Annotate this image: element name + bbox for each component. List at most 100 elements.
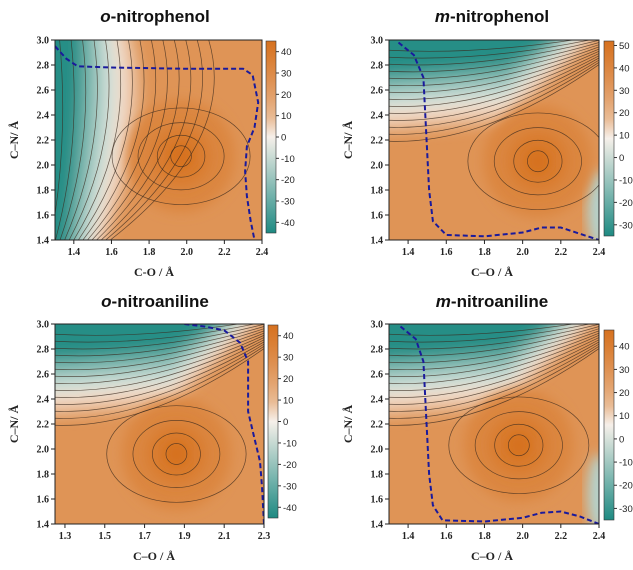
reaction-path xyxy=(184,324,264,524)
contour-ridge xyxy=(389,64,599,142)
y-tick-label: 2.8 xyxy=(371,345,384,356)
contour-basin xyxy=(132,420,221,488)
colorbar-tick-label: 10 xyxy=(619,131,630,142)
edge-patch xyxy=(587,454,599,524)
colorbar-tick-label: 30 xyxy=(619,365,630,376)
contour-ridge xyxy=(389,328,599,364)
y-tick-label: 2.6 xyxy=(37,86,50,97)
colorbar-tick-label: 0 xyxy=(283,417,288,428)
y-tick-label: 1.4 xyxy=(371,520,384,531)
y-tick-label: 2.2 xyxy=(37,136,50,147)
x-tick-label: 1.4 xyxy=(402,247,415,258)
x-axis-title: C–O / Å xyxy=(133,549,175,563)
y-tick-label: 3.0 xyxy=(371,36,384,47)
contour-ridge xyxy=(55,324,241,336)
contour-ridge xyxy=(55,343,264,412)
basin-core xyxy=(525,147,551,176)
contour-ridge xyxy=(389,348,599,426)
contour-ridge xyxy=(389,55,599,114)
colorbar-tick-label: 0 xyxy=(619,153,624,164)
contour-ridge xyxy=(389,337,599,391)
x-tick-label: 1.5 xyxy=(99,531,112,542)
y-tick-label: 2.8 xyxy=(37,61,50,72)
contour-ridge xyxy=(389,46,599,87)
y-axis-title: C–N/ Å xyxy=(341,405,355,444)
contour-basin xyxy=(467,112,599,210)
colorbar-tick-label: 40 xyxy=(619,342,630,353)
colorbar-tick-label: -20 xyxy=(283,460,297,471)
x-axis-title: C–O / Å xyxy=(471,265,513,279)
high-energy-ridge xyxy=(55,40,142,240)
colorbar-tick-label: 10 xyxy=(283,396,294,407)
contour-basin xyxy=(474,411,563,480)
contour-ridge xyxy=(105,40,203,240)
contour-ridge xyxy=(55,40,75,240)
contour-ridge xyxy=(389,61,599,135)
contour-ridge xyxy=(389,50,599,100)
heatmap-surface xyxy=(389,324,599,524)
y-tick-label: 2.0 xyxy=(371,445,384,456)
y-tick-label: 1.6 xyxy=(37,495,50,506)
colorbar-tick-label: 20 xyxy=(283,374,294,385)
title-suffix: -nitrophenol xyxy=(450,7,549,26)
y-tick-label: 1.8 xyxy=(371,186,384,197)
contour-ridge xyxy=(389,324,592,343)
contour-ridge xyxy=(91,40,168,240)
panel-4: 1.4 1.6 1.8 2.0 2.2 2.4 1.4 1.6 1.8 2.0 2.2 2.4 2.6 2… xyxy=(341,292,633,563)
contour-ridge xyxy=(55,334,264,384)
contour-ridge xyxy=(389,345,599,419)
colorbar-tick-label: -20 xyxy=(619,481,633,492)
y-axis-title: C–N/ Å xyxy=(7,121,21,160)
x-tick-label: 2.4 xyxy=(256,247,269,258)
colorbar xyxy=(603,329,615,521)
y-tick-label: 2.0 xyxy=(37,445,50,456)
colorbar-tick-label: 50 xyxy=(619,41,630,52)
contour-basin xyxy=(111,107,251,205)
contour-ridge xyxy=(389,324,576,336)
colorbar-tick-label: -10 xyxy=(281,154,295,165)
colorbar-tick-label: 20 xyxy=(619,108,630,119)
contour-ridge xyxy=(55,40,64,218)
heatmap-surface xyxy=(55,324,264,524)
contour-lines xyxy=(389,40,599,210)
x-axis-title: C–O / Å xyxy=(471,549,513,563)
contour-basin xyxy=(527,150,549,173)
contour-ridge xyxy=(389,324,599,350)
contour-basin xyxy=(494,423,544,467)
colorbar-tick-label: -20 xyxy=(281,175,295,186)
panel-1: 1.4 1.6 1.8 2.0 2.2 2.4 1.4 1.6 1.8 2.0 2.2 2.4 2.6 2… xyxy=(7,7,295,279)
colorbar-tick-label: -30 xyxy=(619,220,633,231)
contour-ridge xyxy=(73,40,122,240)
x-tick-label: 1.4 xyxy=(68,247,81,258)
contour-ridge xyxy=(389,44,599,80)
contour-ridge xyxy=(55,345,264,419)
x-tick-label: 2.1 xyxy=(218,531,231,542)
x-tick-label: 1.7 xyxy=(138,531,151,542)
panel-title: m-nitrophenol xyxy=(435,7,549,26)
contour-ridge xyxy=(55,330,264,371)
colorbar-tick-label: -40 xyxy=(281,218,295,229)
contour-ridge xyxy=(55,324,257,343)
x-tick-label: 2.0 xyxy=(516,247,529,258)
contour-ridge xyxy=(55,328,264,364)
x-tick-label: 2.4 xyxy=(593,531,606,542)
x-tick-label: 2.2 xyxy=(555,247,568,258)
title-prefix: m xyxy=(436,292,451,311)
colorbar-tick-label: -10 xyxy=(619,458,633,469)
colorbar-tick-label: 0 xyxy=(619,434,624,445)
reaction-path xyxy=(55,45,260,240)
contour-ridge xyxy=(389,40,592,59)
contour-ridge xyxy=(77,40,133,240)
contour-ridge xyxy=(389,339,599,398)
x-tick-label: 2.3 xyxy=(258,531,271,542)
contour-ridge xyxy=(59,40,87,240)
title-prefix: o xyxy=(100,7,110,26)
y-tick-label: 2.0 xyxy=(37,161,50,172)
x-tick-label: 1.8 xyxy=(478,531,491,542)
y-tick-label: 2.4 xyxy=(37,395,50,406)
y-tick-label: 2.4 xyxy=(371,395,384,406)
reaction-path xyxy=(397,41,599,240)
y-tick-label: 1.8 xyxy=(371,470,384,481)
contour-lines xyxy=(55,324,264,503)
